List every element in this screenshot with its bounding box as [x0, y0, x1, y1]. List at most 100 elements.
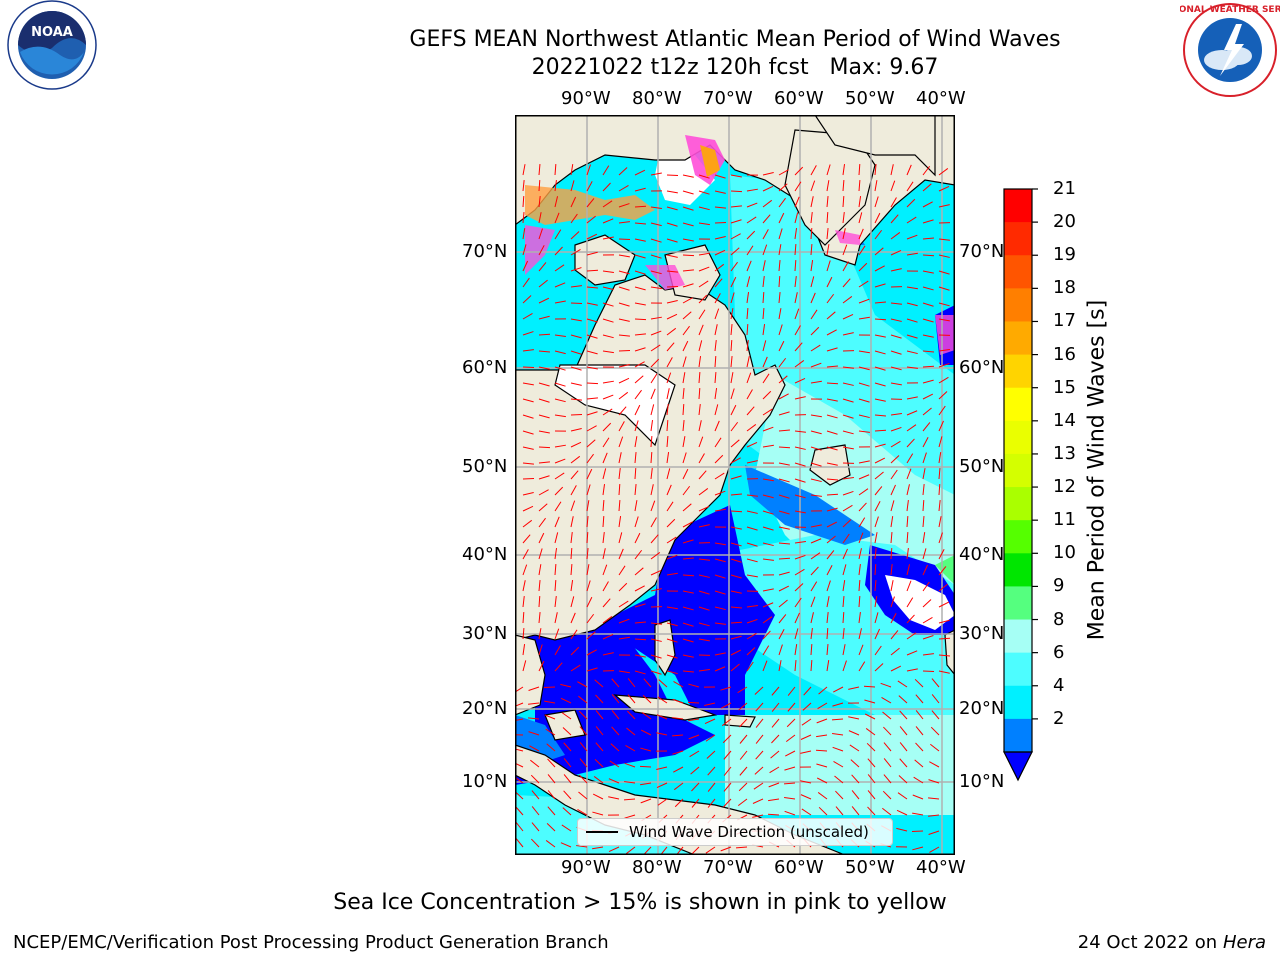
- wave-direction-arrow: [554, 229, 562, 240]
- wave-direction-arrow: [538, 262, 547, 272]
- wave-direction-arrow: [858, 398, 870, 403]
- lon-label: 40°W: [916, 857, 966, 878]
- wave-direction-arrow: [746, 260, 752, 272]
- wave-direction-arrow: [618, 499, 621, 512]
- wave-direction-arrow: [730, 421, 739, 432]
- wave-direction-arrow: [735, 846, 748, 849]
- wave-direction-arrow: [618, 302, 630, 307]
- wave-direction-arrow: [762, 444, 774, 448]
- wave-direction-arrow: [906, 484, 910, 496]
- wave-direction-arrow: [682, 521, 693, 528]
- wave-direction-arrow: [794, 181, 802, 192]
- wave-direction-arrow: [842, 580, 846, 592]
- wave-direction-arrow: [554, 212, 560, 224]
- wave-direction-arrow: [842, 564, 847, 576]
- wave-direction-arrow: [570, 413, 583, 416]
- wave-direction-arrow: [858, 564, 861, 576]
- wave-direction-arrow: [602, 422, 612, 432]
- wave-direction-arrow: [698, 506, 710, 512]
- wave-direction-arrow: [826, 311, 836, 320]
- wave-direction-arrow: [778, 599, 788, 608]
- wave-direction-arrow: [915, 742, 924, 752]
- wave-direction-arrow: [538, 228, 543, 240]
- wave-direction-arrow: [698, 252, 710, 256]
- wave-direction-arrow: [906, 468, 912, 480]
- wave-direction-arrow: [815, 749, 828, 752]
- wave-direction-arrow: [531, 838, 540, 848]
- wave-direction-arrow: [899, 758, 908, 768]
- wave-direction-arrow: [538, 398, 550, 403]
- wave-direction-arrow: [833, 760, 844, 768]
- wave-direction-arrow: [650, 534, 659, 544]
- wave-direction-arrow: [666, 190, 678, 194]
- wave-direction-arrow: [794, 541, 806, 544]
- wave-direction-arrow: [810, 196, 814, 208]
- wave-direction-arrow: [810, 552, 821, 560]
- wave-direction-arrow: [554, 662, 563, 672]
- wave-direction-arrow: [835, 806, 844, 816]
- wave-direction-arrow: [739, 766, 748, 776]
- wave-direction-arrow: [602, 218, 614, 224]
- wave-direction-arrow: [522, 331, 534, 336]
- wave-direction-arrow: [842, 611, 845, 624]
- wave-direction-arrow: [714, 293, 721, 304]
- wave-direction-arrow: [682, 452, 687, 464]
- wave-direction-arrow: [554, 628, 560, 640]
- wave-direction-arrow: [666, 357, 673, 368]
- wave-direction-arrow: [874, 612, 879, 624]
- wave-direction-arrow: [864, 713, 876, 720]
- wave-direction-arrow: [602, 437, 610, 448]
- wave-direction-arrow: [522, 349, 534, 352]
- wave-direction-arrow: [810, 227, 813, 240]
- wave-direction-arrow: [922, 286, 934, 291]
- wave-direction-arrow: [522, 228, 526, 240]
- wave-direction-arrow: [746, 526, 758, 531]
- wave-direction-arrow: [832, 702, 844, 707]
- wave-direction-arrow: [554, 196, 559, 208]
- wave-direction-arrow: [890, 531, 893, 544]
- wave-direction-arrow: [842, 195, 845, 208]
- wave-direction-arrow: [538, 446, 551, 449]
- wave-direction-arrow: [826, 414, 838, 419]
- wave-direction-arrow: [882, 807, 892, 816]
- wave-direction-arrow: [554, 180, 557, 192]
- wave-direction-arrow: [682, 269, 694, 272]
- colorbar-tick-label: 14: [1053, 409, 1076, 431]
- wave-direction-arrow: [672, 750, 684, 755]
- colorbar-frame: [1003, 188, 1033, 753]
- wave-direction-arrow: [547, 774, 556, 784]
- wave-direction-arrow: [931, 710, 940, 720]
- wave-direction-arrow: [906, 410, 918, 416]
- lon-label: 80°W: [632, 857, 682, 878]
- wave-direction-arrow: [794, 659, 797, 672]
- wave-direction-arrow: [794, 494, 806, 499]
- wave-direction-arrow: [538, 475, 550, 480]
- wave-direction-arrow: [767, 813, 780, 816]
- wave-direction-arrow: [778, 494, 790, 499]
- wave-direction-arrow: [528, 717, 540, 720]
- wave-direction-arrow: [802, 702, 812, 711]
- wave-direction-arrow: [545, 840, 556, 848]
- wave-direction-arrow: [639, 765, 652, 768]
- wave-direction-arrow: [842, 228, 846, 240]
- wave-direction-arrow: [762, 340, 767, 352]
- wave-direction-arrow: [611, 726, 620, 736]
- lon-label: 50°W: [845, 88, 895, 109]
- wave-direction-arrow: [746, 661, 754, 672]
- wave-direction-arrow: [538, 196, 541, 208]
- wave-direction-arrow: [874, 443, 886, 448]
- wave-direction-arrow: [938, 186, 950, 192]
- wave-direction-arrow: [634, 302, 646, 306]
- wave-direction-arrow: [554, 645, 561, 656]
- wave-direction-arrow: [938, 467, 941, 480]
- wave-direction-arrow: [778, 557, 791, 560]
- wave-direction-arrow: [890, 647, 900, 656]
- wave-direction-arrow: [682, 340, 689, 352]
- wave-direction-arrow: [515, 702, 524, 707]
- wave-direction-arrow: [576, 845, 588, 848]
- wave-direction-arrow: [698, 436, 704, 448]
- wave-direction-arrow: [602, 334, 614, 339]
- wave-direction-arrow: [634, 516, 639, 528]
- wave-direction-arrow: [730, 324, 733, 336]
- wave-direction-arrow: [890, 564, 893, 576]
